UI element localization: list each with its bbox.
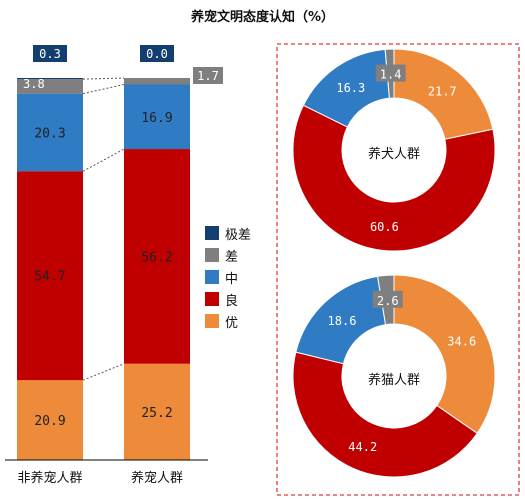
donut-panel-frame bbox=[276, 43, 520, 496]
callout-box-very-poor bbox=[33, 45, 67, 62]
donut-label-box bbox=[372, 290, 403, 308]
legend-item-very-poor: 极差 bbox=[205, 222, 251, 244]
legend-item-good: 良 bbox=[205, 288, 251, 310]
bar-value-label: 20.3 bbox=[34, 126, 65, 141]
bar-value-label: 56.2 bbox=[141, 250, 172, 265]
donut-value-label: 2.6 bbox=[377, 294, 399, 308]
bar-value-label-very-poor: 0.3 bbox=[39, 47, 61, 61]
bar-segment bbox=[17, 79, 83, 94]
legend-swatch bbox=[205, 226, 219, 240]
connector-line bbox=[82, 77, 125, 80]
donut-label-box bbox=[375, 64, 406, 82]
donut-hole bbox=[342, 324, 446, 428]
connector-line bbox=[82, 84, 125, 95]
connector-line bbox=[82, 148, 125, 172]
legend-label: 优 bbox=[225, 315, 239, 331]
legend-swatch bbox=[205, 292, 219, 306]
legend-swatch bbox=[205, 314, 219, 328]
donut-value-label: 1.4 bbox=[380, 68, 402, 82]
bar-segment bbox=[17, 171, 83, 381]
legend-swatch bbox=[205, 248, 219, 262]
donut-value-label: 18.6 bbox=[328, 314, 357, 328]
category-label: 非养宠人群 bbox=[17, 470, 82, 486]
category-label: 养宠人群 bbox=[131, 470, 183, 486]
bar-value-label: 16.9 bbox=[141, 111, 172, 126]
donut-value-label: 44.2 bbox=[348, 440, 377, 454]
legend-swatch bbox=[205, 270, 219, 284]
donut-value-label: 21.7 bbox=[428, 85, 457, 99]
bar-segment bbox=[124, 84, 190, 150]
legend: 极差 差 中 良 优 bbox=[205, 222, 251, 332]
donut-value-label: 34.6 bbox=[447, 334, 476, 348]
bar-value-label: 54.7 bbox=[34, 270, 65, 285]
legend-label: 中 bbox=[225, 271, 239, 287]
bar-segment bbox=[17, 380, 83, 460]
legend-label: 极差 bbox=[225, 227, 252, 243]
donut-hole bbox=[342, 98, 446, 202]
legend-label: 良 bbox=[225, 293, 239, 309]
bar-value-label-poor: 3.8 bbox=[23, 77, 45, 91]
bar-segment bbox=[17, 93, 83, 172]
bar-segment bbox=[17, 78, 83, 80]
bar-segment bbox=[124, 78, 190, 85]
cat-owners-center-label: 养猫人群 bbox=[367, 373, 420, 388]
bar-value-label-poor: 1.7 bbox=[197, 69, 219, 83]
bar-segment bbox=[124, 149, 190, 364]
donut-value-label: 60.6 bbox=[370, 220, 399, 234]
legend-item-excellent: 优 bbox=[205, 310, 251, 332]
bar-value-label: 25.2 bbox=[141, 406, 172, 421]
chart-title: 养宠文明态度认知（%） bbox=[190, 10, 335, 25]
bar-segment bbox=[124, 363, 190, 460]
callout-box-poor bbox=[193, 67, 223, 84]
bar-value-label-very-poor: 0.0 bbox=[146, 47, 168, 61]
legend-item-medium: 中 bbox=[205, 266, 251, 288]
legend-item-poor: 差 bbox=[205, 244, 251, 266]
legend-label: 差 bbox=[225, 249, 239, 265]
dog-owners-center-label: 养犬人群 bbox=[367, 147, 420, 162]
bar-value-label: 20.9 bbox=[34, 414, 65, 429]
connector-line bbox=[82, 363, 125, 381]
donut-value-label: 16.3 bbox=[336, 81, 365, 95]
callout-box-very-poor bbox=[140, 45, 174, 62]
